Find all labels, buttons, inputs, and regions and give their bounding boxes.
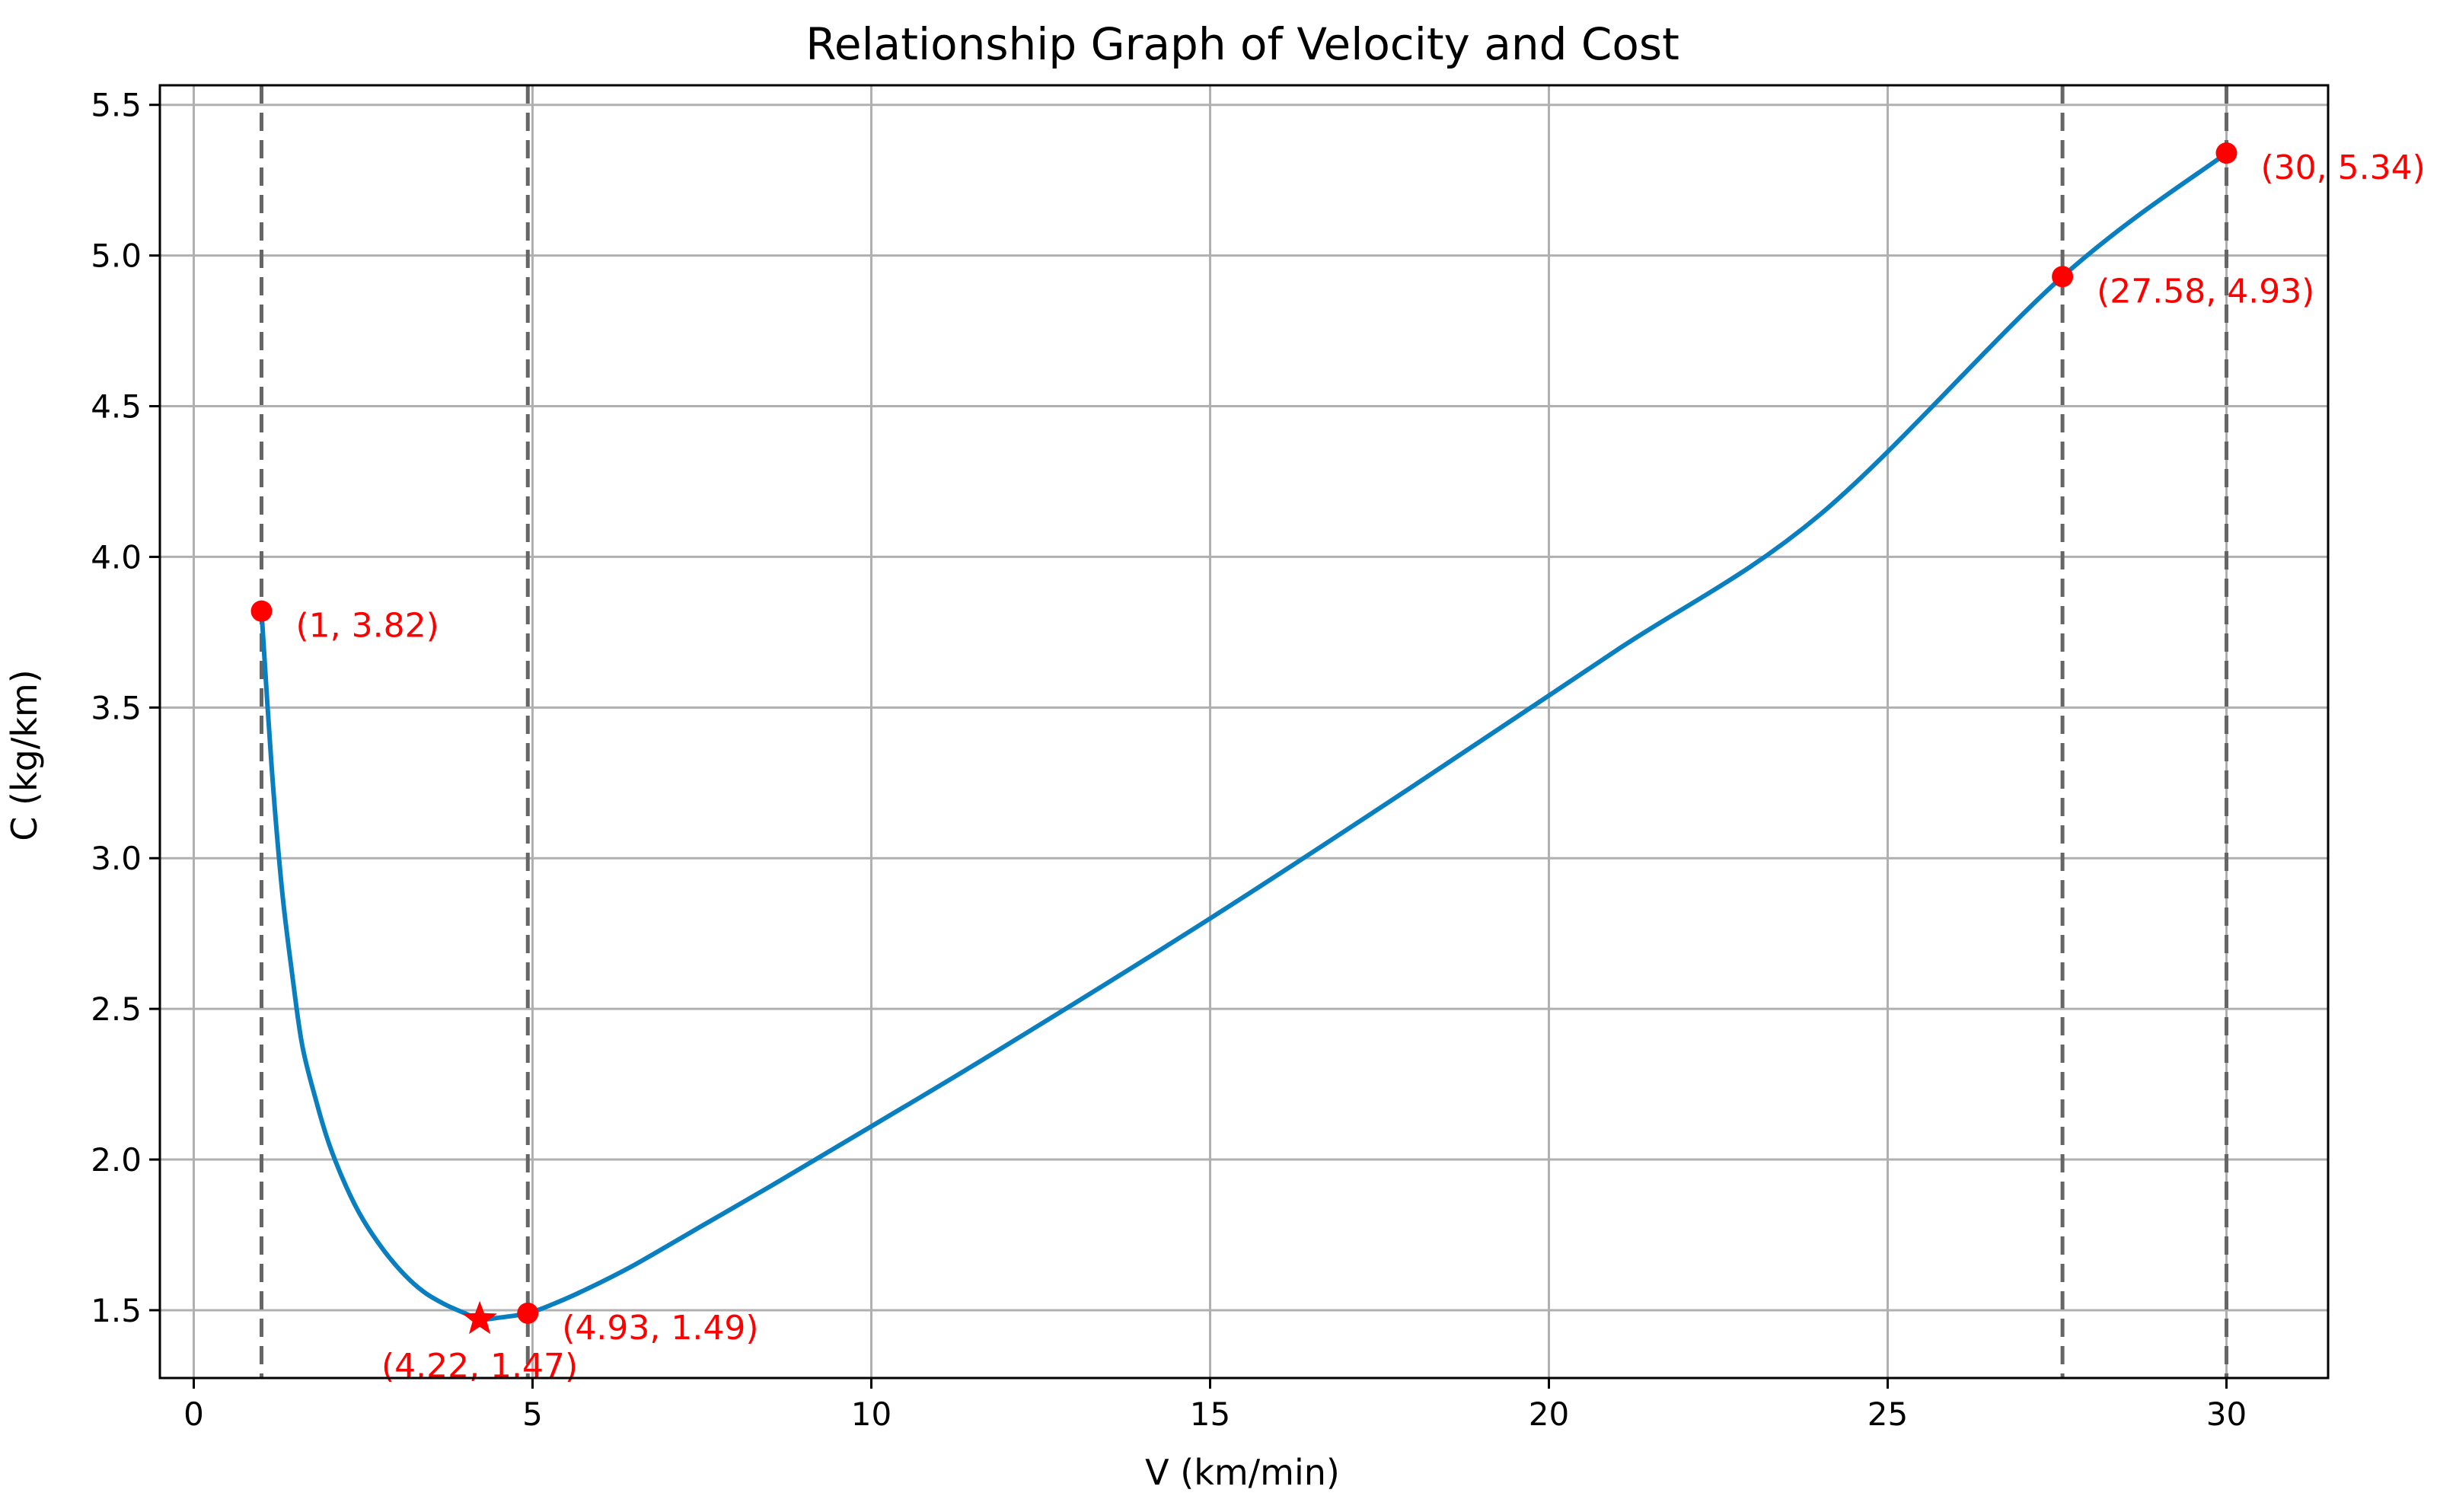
point-label: (1, 3.82) — [296, 607, 439, 646]
x-axis-label: V (km/min) — [1145, 1452, 1340, 1493]
point-label: (4.93, 1.49) — [562, 1309, 758, 1348]
x-tick-label: 30 — [2206, 1396, 2247, 1433]
y-tick-label: 2.0 — [91, 1141, 142, 1179]
cost-curve — [259, 151, 2229, 1322]
chart-title: Relationship Graph of Velocity and Cost — [805, 18, 1679, 70]
grid-lines — [160, 85, 2328, 1378]
plot-frame — [158, 84, 2330, 1380]
y-tick-label: 5.5 — [91, 87, 142, 124]
series-layer — [259, 151, 2229, 1322]
y-tick-label: 4.5 — [91, 388, 142, 426]
point-label: (30, 5.34) — [2261, 148, 2426, 187]
min-cost-star-marker — [462, 1300, 497, 1335]
x-tick-label: 20 — [1529, 1396, 1569, 1433]
highlight-points — [250, 142, 2238, 1335]
point-marker — [2052, 266, 2074, 288]
x-axis-ticks: 0 5 10 15 20 25 30 — [183, 1378, 2247, 1433]
x-tick-label: 5 — [522, 1396, 543, 1433]
y-tick-label: 5.0 — [91, 238, 142, 275]
x-tick-label: 10 — [851, 1396, 891, 1433]
y-tick-label: 4.0 — [91, 538, 142, 576]
point-label: (27.58, 4.93) — [2097, 272, 2314, 311]
y-tick-label: 3.0 — [91, 840, 142, 877]
y-tick-label: 1.5 — [91, 1292, 142, 1329]
point-marker — [250, 600, 273, 622]
point-marker — [517, 1302, 539, 1324]
point-annotations: (1, 3.82) (4.93, 1.49) (27.58, 4.93) (30, 5… — [296, 148, 2426, 1386]
y-tick-label: 2.5 — [91, 990, 142, 1028]
y-tick-label: 3.5 — [91, 689, 142, 726]
point-label: (4.22, 1.47) — [381, 1347, 578, 1386]
y-axis-label: C (kg/km) — [4, 669, 45, 841]
x-tick-label: 0 — [183, 1396, 204, 1433]
reference-vertical-lines — [260, 85, 2228, 1378]
x-tick-label: 25 — [1868, 1396, 1908, 1433]
point-marker — [2215, 142, 2238, 164]
y-axis-ticks: 1.5 2.0 2.5 3.0 3.5 4.0 4.5 5.0 5.5 — [91, 87, 160, 1329]
x-tick-label: 15 — [1190, 1396, 1230, 1433]
